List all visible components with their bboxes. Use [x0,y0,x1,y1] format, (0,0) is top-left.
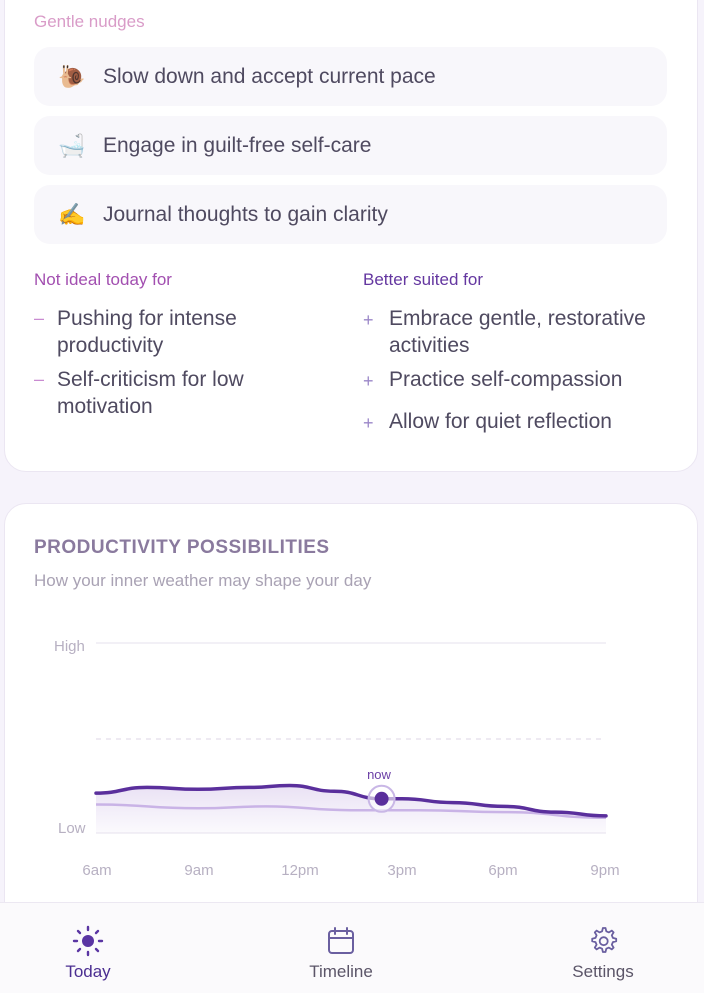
not-ideal-item: – Pushing for intense productivity [34,307,237,357]
plus-marker: + [363,413,374,433]
sun-icon [72,925,104,957]
plus-marker: + [363,310,374,330]
better-suited-item: + Allow for quiet reflection [363,408,673,435]
nudge-text: Engage in guilt-free self-care [103,133,372,157]
minus-marker: – [34,369,45,389]
nav-settings[interactable]: Settings [533,903,673,993]
gear-icon [591,927,618,953]
minus-marker: – [34,308,45,328]
nav-timeline[interactable]: Timeline [271,903,411,993]
x-tick-label: 6am [82,862,112,879]
nudges-title: Gentle nudges [34,12,145,31]
x-tick-label: 9am [184,862,214,879]
x-tick-label: 12pm [281,862,319,879]
nudge-item-slow-down[interactable]: 🐌 Slow down and accept current pace [34,47,667,106]
better-suited-item: + Embrace gentle, restorative activities [363,307,646,357]
nav-today[interactable]: Today [18,903,158,993]
nav-settings-label: Settings [572,962,634,981]
plus-marker: + [363,371,374,391]
bathtub-icon: 🛁 [58,132,86,158]
x-tick-label: 3pm [387,862,417,879]
better-suited-item: + Practice self-compassion [363,366,673,393]
nav-timeline-label: Timeline [309,962,373,981]
productivity-subtitle: How your inner weather may shape your da… [34,571,372,590]
nav-today-label: Today [65,962,111,981]
calendar-icon [328,927,354,954]
x-tick-label: 6pm [488,862,518,879]
x-tick-label: 9pm [590,862,620,879]
nudge-item-journal[interactable]: ✍️ Journal thoughts to gain clarity [34,185,667,244]
snail-icon: 🐌 [58,63,86,89]
productivity-title: PRODUCTIVITY POSSIBILITIES [34,537,330,558]
not-ideal-heading: Not ideal today for [34,270,172,289]
y-label-low: Low [58,820,86,837]
productivity-card [4,503,698,963]
writing-hand-icon: ✍️ [58,201,86,227]
not-ideal-item: – Self-criticism for low motivation [34,368,244,418]
nudge-item-self-care[interactable]: 🛁 Engage in guilt-free self-care [34,116,667,175]
now-label: now [367,767,391,782]
bottom-nav: Today Timeline Settings [0,902,704,993]
nudge-text: Journal thoughts to gain clarity [103,202,388,226]
better-suited-heading: Better suited for [363,270,484,289]
nudge-text: Slow down and accept current pace [103,64,436,88]
y-label-high: High [54,638,85,655]
